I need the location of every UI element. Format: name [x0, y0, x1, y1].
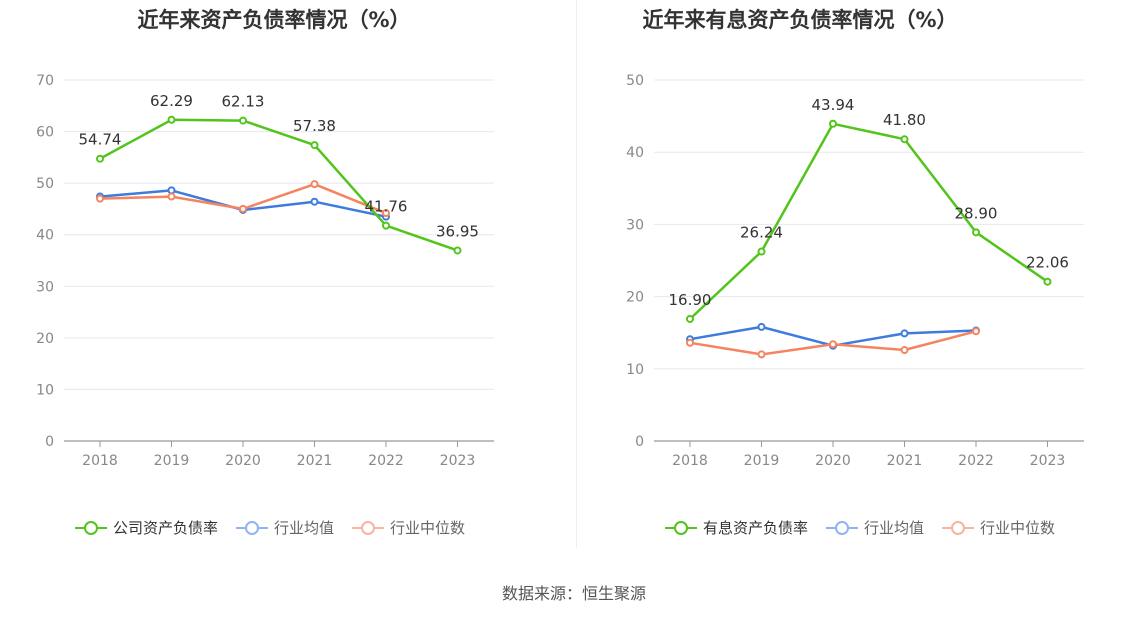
data-label: 22.06	[1026, 254, 1069, 272]
x-tick-label: 2020	[815, 453, 851, 469]
chart-title: 近年来有息资产负债率情况（%）	[642, 8, 958, 32]
y-tick-label: 0	[635, 434, 644, 450]
data-point-company	[96, 154, 104, 163]
data-point-company	[239, 116, 247, 125]
x-tick-label: 2021	[887, 453, 923, 469]
legend-label: 公司资产负债率	[113, 519, 219, 537]
y-tick-label: 40	[626, 145, 644, 161]
legend-swatch-icon	[236, 520, 269, 535]
data-point-industry-median	[829, 340, 837, 349]
legend-swatch-icon	[826, 520, 859, 535]
data-point-company	[829, 119, 837, 128]
data-label: 41.76	[365, 198, 408, 216]
series-line-company	[689, 122, 1049, 320]
x-tick-label: 2022	[368, 453, 404, 469]
x-tick-label: 2020	[225, 453, 261, 469]
y-tick-label: 30	[36, 279, 54, 295]
legend-label: 行业中位数	[980, 519, 1056, 537]
data-point-company	[972, 228, 980, 237]
data-point-industry-median	[757, 350, 766, 359]
data-point-company	[453, 246, 462, 255]
x-tick-label: 2019	[154, 453, 190, 469]
data-label: 41.80	[883, 111, 926, 129]
data-label: 36.95	[436, 222, 479, 240]
x-tick-label: 2018	[82, 453, 118, 469]
y-tick-label: 20	[36, 331, 54, 347]
data-point-industry-median	[972, 327, 980, 336]
y-tick-label: 20	[626, 290, 644, 306]
data-point-company	[167, 115, 176, 124]
data-point-industry-avg	[757, 322, 766, 331]
interest-debt-ratio-plot: 0 10 20 30 40 50 2018 2019 2020 2021 2022 2023 16.90…	[626, 73, 1084, 469]
x-tick-label: 2023	[1030, 453, 1066, 469]
legend-item-company[interactable]: 公司资产负债率	[75, 517, 218, 538]
y-tick-label: 50	[626, 73, 644, 89]
data-point-company	[1043, 277, 1052, 286]
x-tick-label: 2022	[958, 453, 994, 469]
legend-swatch-icon	[942, 520, 975, 535]
data-point-industry-median	[382, 209, 390, 218]
data-label: 16.90	[669, 291, 712, 309]
data-point-industry-median	[96, 194, 104, 203]
y-tick-label: 0	[45, 434, 54, 450]
legend-label: 行业均值	[274, 519, 335, 537]
data-source: 数据来源：恒生聚源	[501, 584, 646, 603]
legend-item-company[interactable]: 有息资产负债率	[665, 517, 808, 538]
data-point-company	[757, 247, 766, 256]
legend-label: 行业中位数	[390, 519, 466, 537]
y-tick-label: 40	[36, 228, 54, 244]
data-label: 26.24	[740, 224, 783, 242]
data-label: 57.38	[293, 117, 336, 135]
data-point-industry-median	[239, 204, 247, 213]
data-label: 28.90	[955, 204, 998, 222]
data-point-industry-median	[900, 346, 909, 355]
y-tick-label: 60	[36, 125, 54, 141]
chart-legend: 有息资产负债率 行业均值 行业中位数	[665, 517, 1055, 538]
data-point-industry-avg	[310, 197, 319, 206]
data-label: 54.74	[79, 131, 122, 149]
legend-swatch-icon	[75, 520, 107, 535]
chart-title: 近年来资产负债率情况（%）	[137, 8, 411, 32]
series-line-company	[99, 118, 458, 252]
data-point-company	[382, 221, 390, 230]
x-tick-label: 2023	[440, 453, 476, 469]
data-label: 62.29	[150, 92, 193, 110]
debt-ratio-plot: 0 10 20 30 40 50 60 70 2018 2019 2020 2021 2022 2023 5…	[36, 73, 494, 469]
legend-label: 行业均值	[864, 519, 925, 537]
y-tick-label: 10	[626, 362, 644, 378]
x-tick-label: 2021	[297, 453, 333, 469]
x-tick-label: 2018	[672, 453, 708, 469]
y-tick-label: 30	[626, 217, 644, 233]
data-label: 62.13	[222, 93, 265, 111]
interest-bearing-debt-ratio-chart: 近年来有息资产负债率情况（%） 0 10 20 30 40 50 2018 2019 2020 2…	[577, 0, 1148, 560]
legend-swatch-icon	[352, 520, 385, 535]
x-tick-label: 2019	[744, 453, 780, 469]
data-point-company	[686, 314, 694, 323]
legend-item-industry-median[interactable]: 行业中位数	[352, 517, 465, 538]
legend-item-industry-avg[interactable]: 行业均值	[236, 517, 334, 538]
y-tick-label: 50	[36, 176, 54, 192]
data-point-industry-median	[167, 192, 176, 201]
data-point-industry-avg	[900, 329, 909, 338]
legend-item-industry-median[interactable]: 行业中位数	[942, 517, 1055, 538]
legend-item-industry-avg[interactable]: 行业均值	[826, 517, 924, 538]
data-label: 43.94	[812, 96, 855, 114]
data-point-industry-median	[686, 338, 694, 347]
legend-swatch-icon	[665, 520, 697, 535]
data-point-industry-avg	[167, 186, 176, 195]
y-tick-label: 70	[36, 73, 54, 89]
data-point-company	[900, 135, 909, 144]
chart-legend: 公司资产负债率 行业均值 行业中位数	[75, 517, 465, 538]
y-tick-label: 10	[36, 382, 54, 398]
data-point-company	[310, 141, 319, 150]
panel-divider	[576, 0, 577, 548]
data-point-industry-median	[310, 180, 319, 189]
debt-ratio-chart: 近年来资产负债率情况（%） 0 10 20 30 40 50 60 70 2018 2019 202…	[0, 0, 575, 560]
legend-label: 有息资产负债率	[703, 519, 809, 537]
